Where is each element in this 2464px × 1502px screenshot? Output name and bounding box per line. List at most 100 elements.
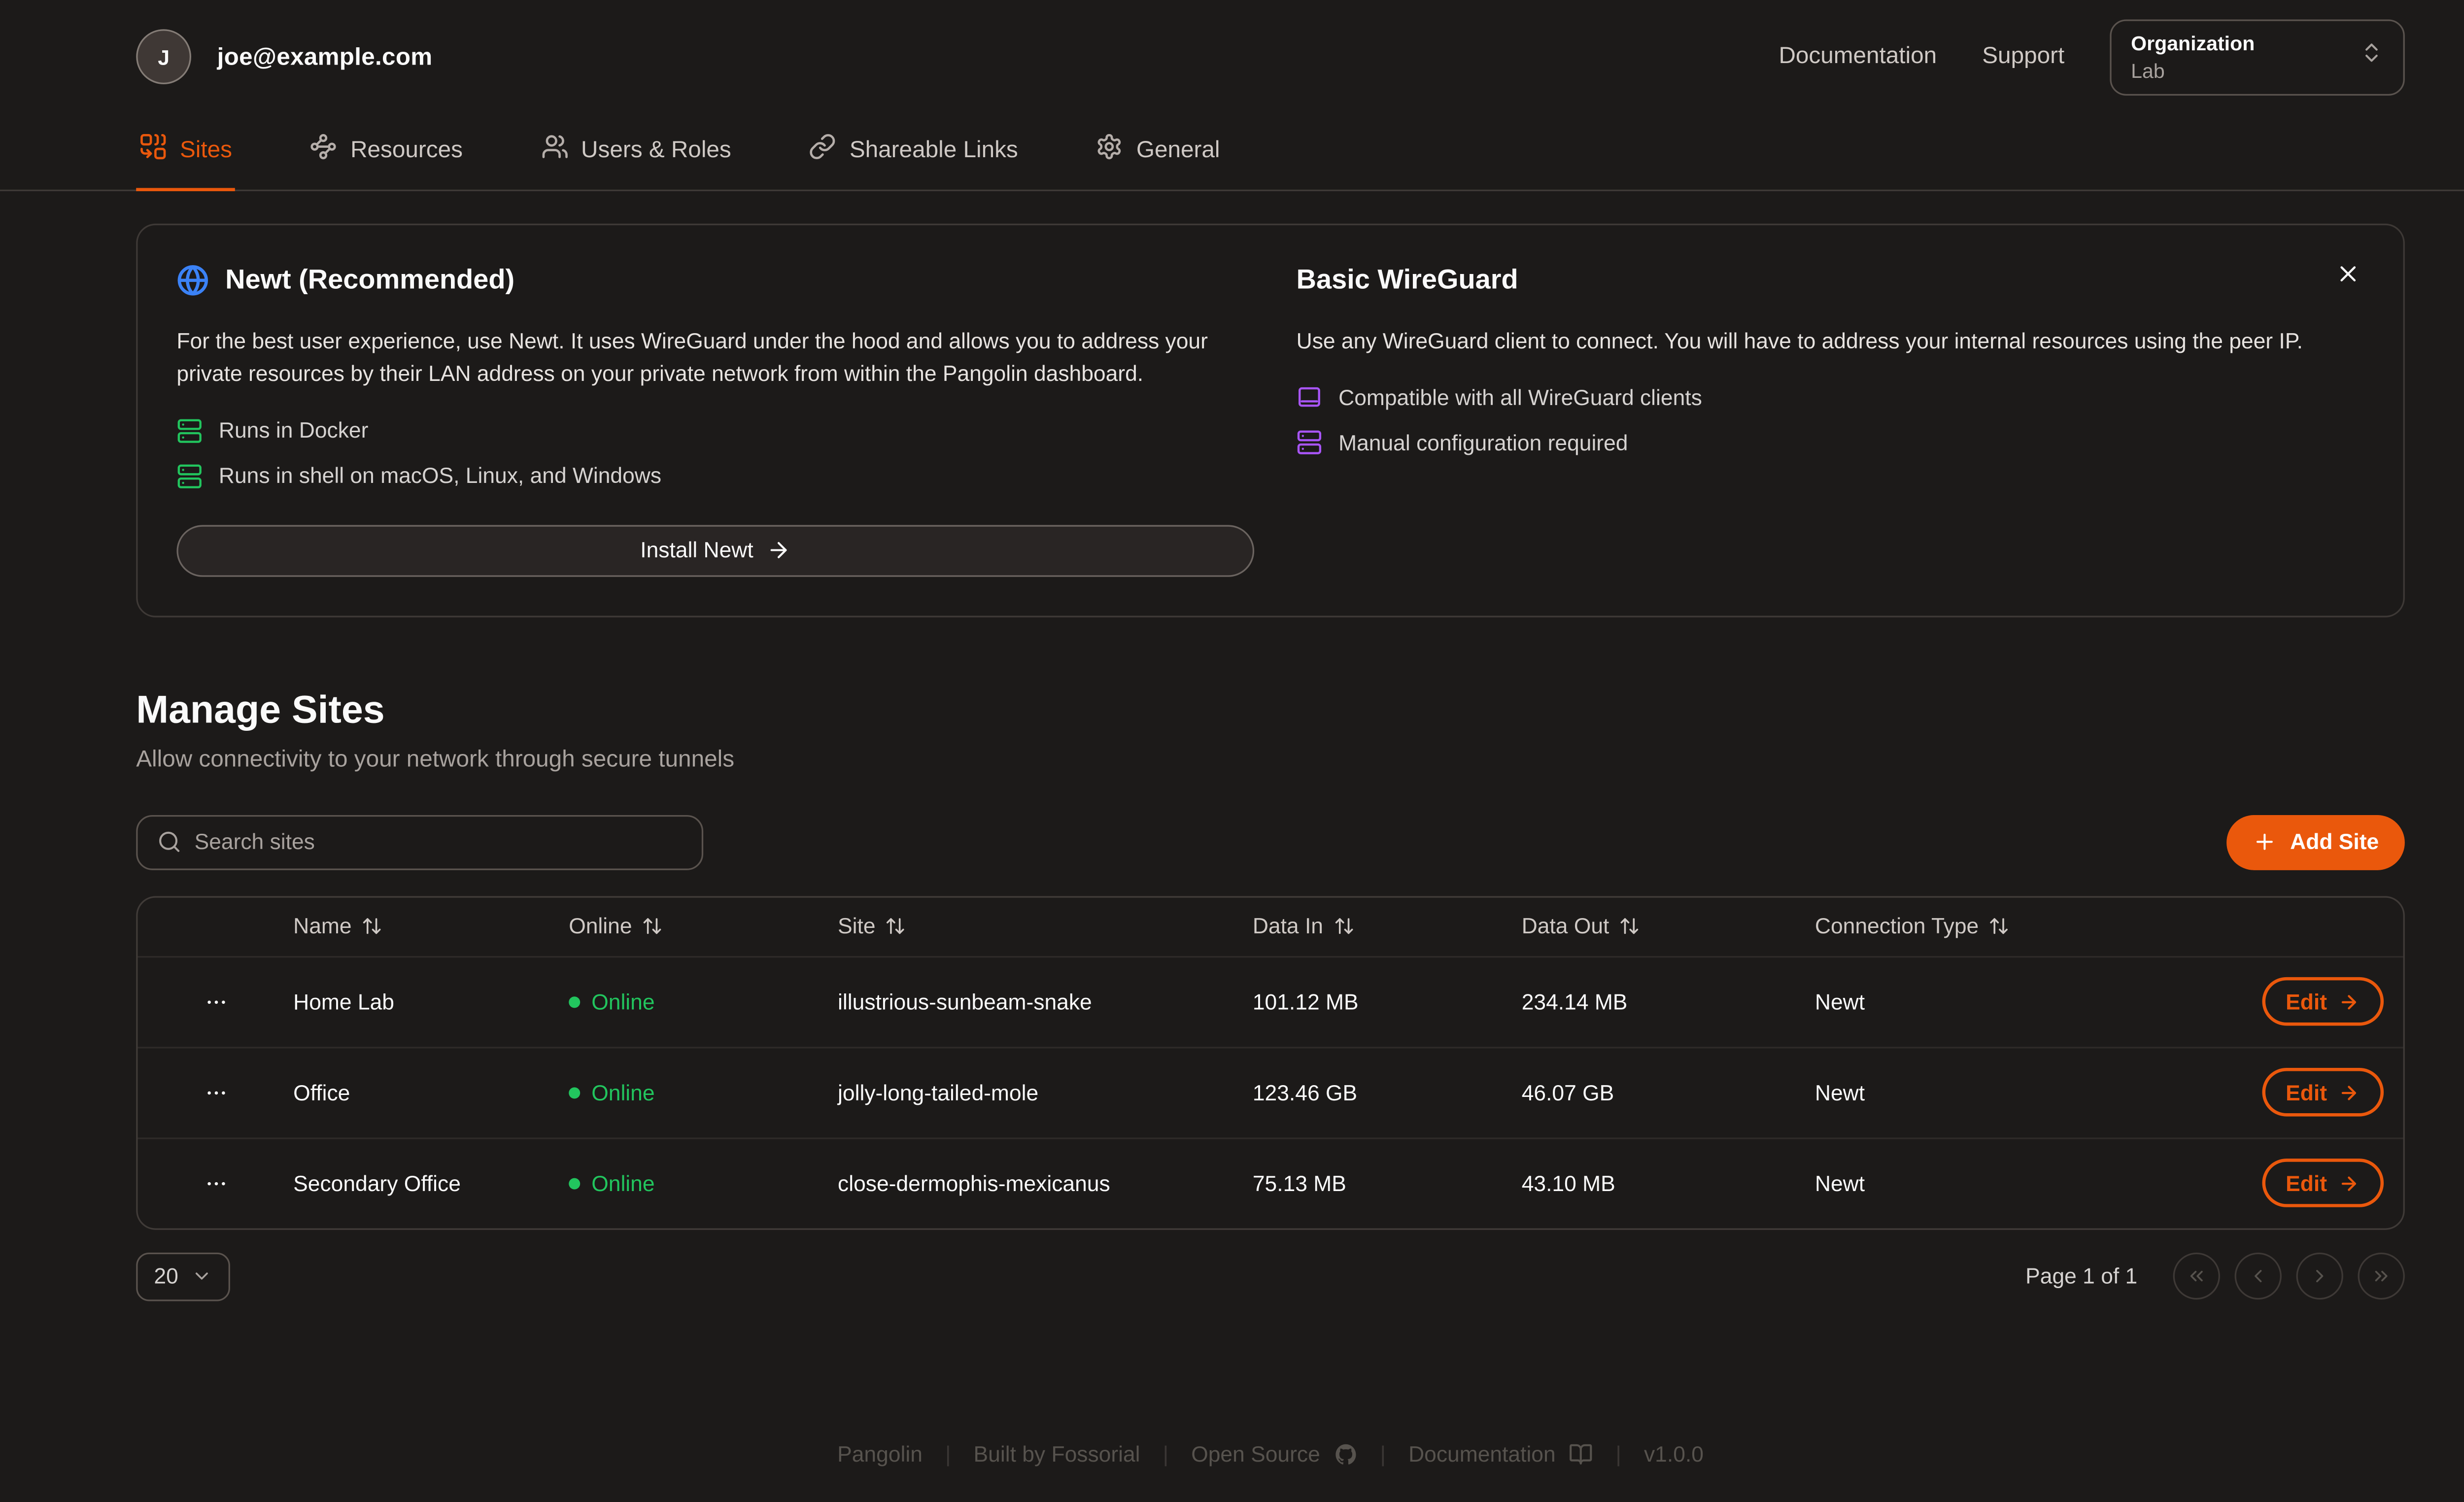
user-email: joe@example.com — [217, 43, 433, 71]
feature-label: Manual configuration required — [1338, 430, 1628, 455]
sites-table: Name Online Site Data In Data Out Connec… — [136, 895, 2405, 1229]
site-slug: illustrious-sunbeam-snake — [838, 989, 1092, 1014]
edit-label: Edit — [2286, 1170, 2327, 1195]
footer-brand: Pangolin — [837, 1442, 923, 1467]
chevrons-up-down-icon — [2360, 40, 2384, 73]
tab-shareable-links[interactable]: Shareable Links — [806, 113, 1021, 190]
column-label: Name — [293, 914, 352, 938]
edit-button[interactable]: Edit — [2261, 1159, 2384, 1207]
install-newt-label: Install Newt — [640, 538, 753, 563]
top-bar: J joe@example.com Documentation Support … — [0, 0, 2464, 113]
close-icon[interactable] — [2328, 254, 2367, 293]
newt-title: Newt (Recommended) — [225, 264, 515, 295]
plus-icon — [2253, 830, 2277, 854]
chevrons-right-icon — [2371, 1265, 2392, 1287]
feature-label: Runs in shell on macOS, Linux, and Windo… — [218, 463, 662, 488]
footer-open-source-link[interactable]: Open Source — [1191, 1442, 1357, 1467]
documentation-link[interactable]: Documentation — [1779, 43, 1937, 70]
server-icon — [176, 417, 203, 444]
data-out: 43.10 MB — [1521, 1170, 1615, 1195]
tab-resources[interactable]: Resources — [307, 113, 466, 190]
first-page-button[interactable] — [2173, 1252, 2220, 1300]
arrow-right-icon — [2338, 1082, 2360, 1103]
row-menu-button[interactable] — [197, 1073, 235, 1111]
site-slug: close-dermophis-mexicanus — [838, 1170, 1110, 1195]
sort-icon — [1619, 916, 1640, 937]
wireguard-section: Basic WireGuard Use any WireGuard client… — [1297, 264, 2364, 576]
tab-label: Shareable Links — [849, 137, 1018, 163]
site-slug: jolly-long-tailed-mole — [838, 1080, 1039, 1104]
sort-online-header[interactable]: Online — [536, 914, 805, 938]
table-header-row: Name Online Site Data In Data Out Connec… — [138, 897, 2403, 955]
next-page-button[interactable] — [2296, 1252, 2343, 1300]
search-input[interactable] — [194, 829, 683, 854]
row-menu-button[interactable] — [197, 1164, 235, 1202]
tab-label: Users & Roles — [581, 137, 731, 163]
row-menu-button[interactable] — [197, 983, 235, 1020]
column-label: Site — [838, 914, 876, 938]
sort-site-header[interactable]: Site — [805, 914, 1220, 938]
tab-users-roles[interactable]: Users & Roles — [537, 113, 734, 190]
gear-icon — [1096, 133, 1124, 167]
install-newt-button[interactable]: Install Newt — [176, 524, 1255, 576]
pagination-bar: 20 Page 1 of 1 — [0, 1252, 2464, 1300]
sort-name-header[interactable]: Name — [261, 914, 536, 938]
column-label: Data In — [1252, 914, 1323, 938]
sort-icon — [1988, 916, 2010, 937]
organization-value: Lab — [2131, 59, 2165, 82]
column-label: Data Out — [1521, 914, 1609, 938]
page-info: Page 1 of 1 — [2025, 1263, 2138, 1289]
sort-data-in-header[interactable]: Data In — [1220, 914, 1489, 938]
footer-separator: | — [1380, 1442, 1386, 1467]
tab-sites[interactable]: Sites — [136, 113, 236, 192]
tab-general[interactable]: General — [1093, 113, 1223, 190]
connection-type: Newt — [1814, 989, 1865, 1014]
wireguard-title: Basic WireGuard — [1296, 264, 1518, 295]
wireguard-description: Use any WireGuard client to connect. You… — [1296, 329, 2303, 353]
add-site-button[interactable]: Add Site — [2226, 814, 2405, 870]
newt-description: For the best user experience, use Newt. … — [176, 329, 1208, 386]
wireguard-feature-manual: Manual configuration required — [1297, 430, 2364, 456]
feature-label: Compatible with all WireGuard clients — [1338, 385, 1702, 410]
server-icon — [1297, 430, 1323, 456]
search-box — [136, 814, 704, 870]
combine-icon — [139, 133, 167, 167]
book-icon — [1569, 1442, 1593, 1467]
arrow-right-icon — [2338, 1172, 2360, 1194]
table-row: Home Lab Online illustrious-sunbeam-snak… — [137, 955, 2403, 1046]
footer-documentation-link[interactable]: Documentation — [1408, 1442, 1593, 1467]
last-page-button[interactable] — [2358, 1252, 2405, 1300]
page-size-select[interactable]: 20 — [136, 1252, 231, 1300]
edit-button[interactable]: Edit — [2261, 1067, 2384, 1117]
sort-icon — [361, 916, 382, 937]
sort-data-out-header[interactable]: Data Out — [1489, 914, 1782, 938]
footer-built-by: Built by Fossorial — [973, 1442, 1140, 1467]
avatar[interactable]: J — [136, 29, 192, 84]
column-label: Online — [569, 914, 632, 938]
onboarding-card: Newt (Recommended) For the best user exp… — [136, 223, 2405, 617]
edit-button[interactable]: Edit — [2261, 977, 2384, 1026]
tab-label: Resources — [350, 137, 463, 163]
column-label: Connection Type — [1814, 914, 1979, 938]
newt-feature-docker: Runs in Docker — [176, 417, 1254, 444]
waypoints-icon — [310, 133, 338, 167]
footer-separator: | — [1615, 1442, 1621, 1467]
connection-type: Newt — [1814, 1080, 1865, 1104]
feature-label: Runs in Docker — [218, 418, 369, 443]
wireguard-feature-clients: Compatible with all WireGuard clients — [1297, 384, 2364, 410]
data-out: 46.07 GB — [1521, 1080, 1614, 1104]
edit-label: Edit — [2286, 989, 2327, 1014]
prev-page-button[interactable] — [2234, 1252, 2282, 1300]
sort-connection-type-header[interactable]: Connection Type — [1782, 914, 2225, 938]
table-row: Secondary Office Online close-dermophis-… — [137, 1136, 2403, 1228]
data-in: 123.46 GB — [1252, 1080, 1358, 1104]
online-dot-icon — [569, 1177, 581, 1189]
support-link[interactable]: Support — [1982, 43, 2065, 70]
footer-version: v1.0.0 — [1643, 1442, 1704, 1467]
site-name: Secondary Office — [293, 1170, 461, 1195]
sort-icon — [885, 916, 906, 937]
sort-icon — [1333, 916, 1354, 937]
chevron-left-icon — [2248, 1265, 2269, 1287]
organization-selector[interactable]: Organization Lab — [2110, 18, 2405, 95]
data-out: 234.14 MB — [1521, 989, 1628, 1014]
